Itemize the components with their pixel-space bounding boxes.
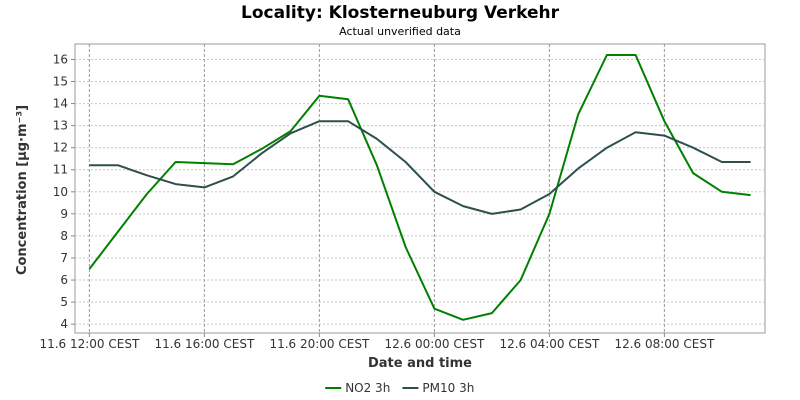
series-group	[88, 54, 751, 321]
y-tick-label: 12	[53, 141, 68, 155]
y-tick-label: 4	[60, 317, 68, 331]
x-tick-label: 12.6 04:00 CEST	[499, 337, 600, 351]
y-tick-label: 16	[53, 52, 68, 66]
x-tick-label: 12.6 00:00 CEST	[384, 337, 485, 351]
x-tick-label: 12.6 08:00 CEST	[614, 337, 715, 351]
x-tick-label: 11.6 20:00 CEST	[269, 337, 370, 351]
series-line-pm10-3h	[89, 120, 751, 215]
x-axis-ticks: 11.6 12:00 CEST 11.6 16:00 CEST 11.6 20:00…	[39, 333, 715, 351]
y-tick-label: 7	[60, 251, 68, 265]
y-tick-label: 11	[53, 163, 68, 177]
y-tick-label: 15	[53, 75, 68, 89]
y-tick-label: 13	[53, 119, 68, 133]
legend-label-no2-3h: NO2 3h	[345, 381, 390, 395]
plot-area	[74, 43, 766, 334]
x-tick-label: 11.6 12:00 CEST	[39, 337, 140, 351]
y-tick-label: 10	[53, 185, 68, 199]
x-axis-label: Date and time	[368, 356, 472, 371]
y-axis-ticks: 4 5 6 7 8 9 10 11 12 13 14 15 16	[53, 52, 75, 331]
y-tick-label: 6	[60, 273, 68, 287]
y-tick-label: 8	[60, 229, 68, 243]
legend-label-pm10-3h: PM10 3h	[422, 381, 474, 395]
chart-subtitle: Actual unverified data	[339, 25, 461, 38]
y-tick-label: 14	[53, 97, 68, 111]
y-axis-label: Concentration [µg·m⁻³]	[15, 105, 30, 275]
legend: NO2 3h PM10 3h	[325, 381, 474, 395]
y-tick-label: 9	[60, 207, 68, 221]
chart-title: Locality: Klosterneuburg Verkehr	[241, 3, 560, 23]
x-tick-label: 11.6 16:00 CEST	[154, 337, 255, 351]
series-line-no2-3h	[88, 54, 751, 321]
y-tick-label: 5	[60, 295, 68, 309]
